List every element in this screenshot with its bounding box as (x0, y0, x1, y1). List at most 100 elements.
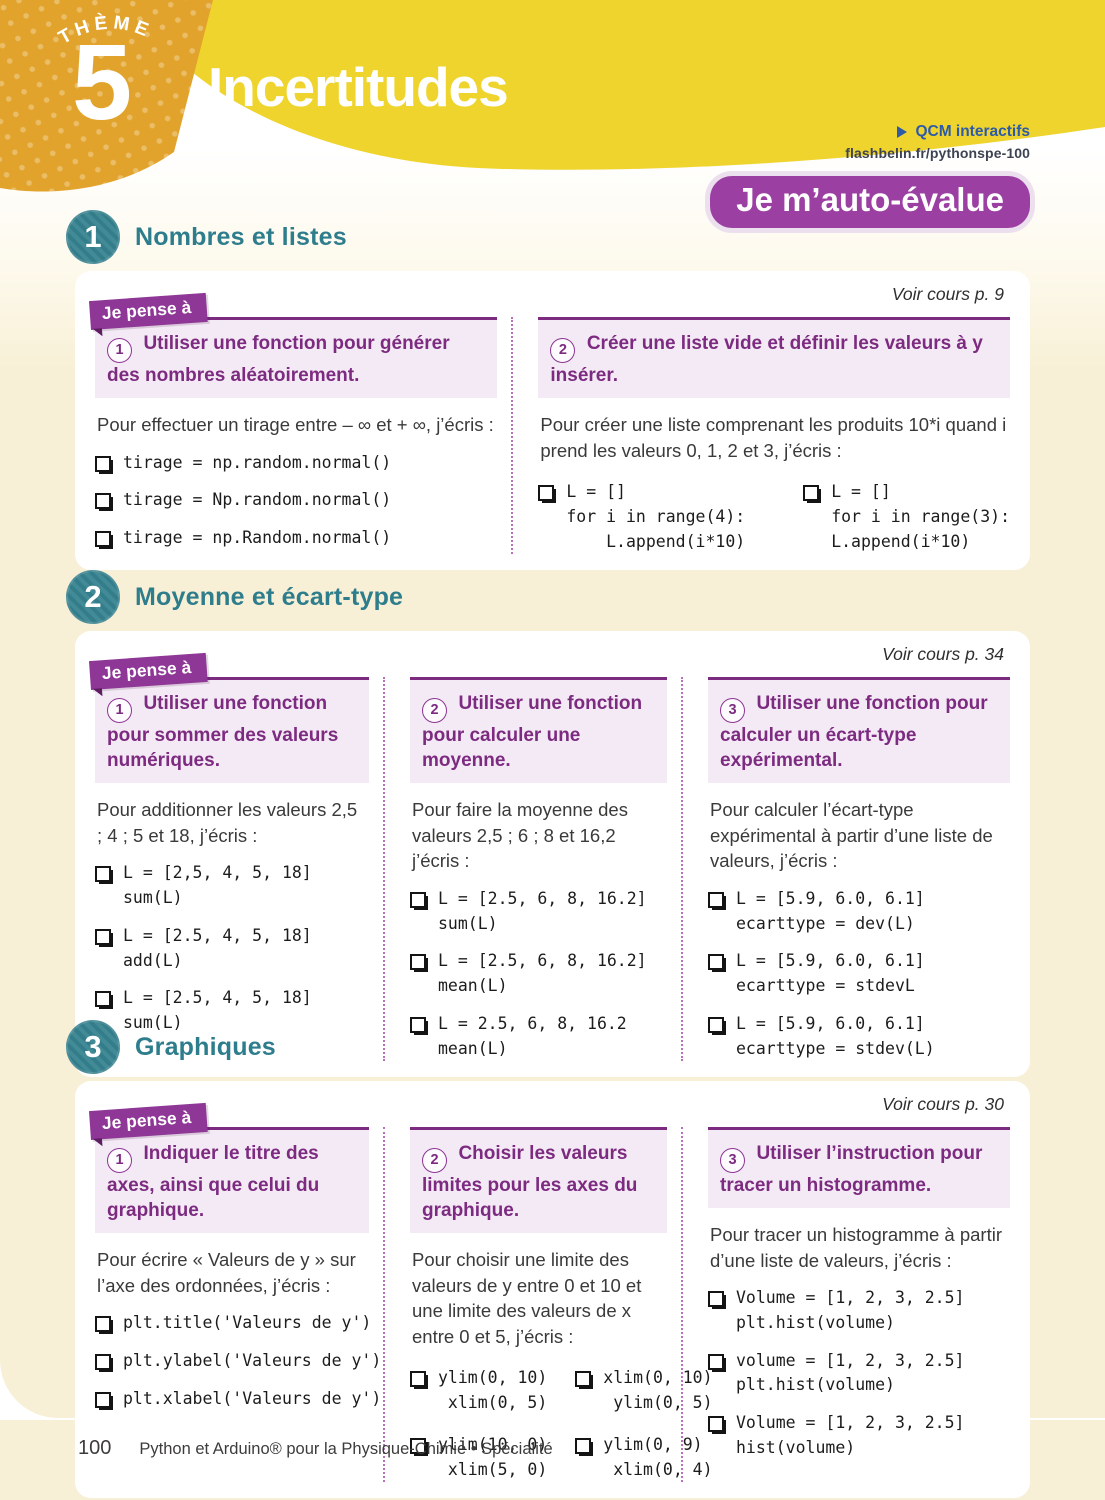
code-option: volume = [1, 2, 3, 2.5] plt.hist(volume) (736, 1350, 965, 1395)
answer-option: L = [] for i in range(3): L.append(i*10) (803, 480, 1010, 554)
code-option: tirage = np.random.normal() (123, 452, 392, 472)
code-option: Volume = [1, 2, 3, 2.5] plt.hist(volume) (736, 1288, 965, 1332)
checkbox-icon[interactable] (803, 485, 820, 502)
checkbox-icon[interactable] (95, 928, 111, 945)
checkbox-icon[interactable] (95, 1354, 111, 1370)
item-number: 2 (430, 702, 439, 718)
yellow-swoosh (150, 0, 1105, 170)
checkbox-icon[interactable] (410, 954, 426, 971)
self-eval-button[interactable]: Je m’auto-évalue (710, 176, 1030, 228)
item-number-badge: 3 (720, 698, 745, 724)
options-grid: ylim(0, 10) xlim(0, 5) xlim(0, 10) ylim(… (410, 1353, 713, 1482)
item-number: 2 (558, 342, 567, 358)
checkbox-icon[interactable] (708, 1016, 724, 1033)
section-number: 2 (84, 579, 102, 614)
checkbox-icon[interactable] (410, 891, 426, 908)
section-number: 3 (84, 1029, 102, 1064)
checkbox-icon[interactable] (410, 1437, 426, 1454)
answer-option: volume = [1, 2, 3, 2.5] plt.hist(volume) (708, 1349, 1010, 1399)
answer-option: plt.title('Valeurs de y') (95, 1311, 371, 1336)
item-title: Utiliser une fonction pour calculer un é… (720, 693, 988, 772)
item-number-badge: 2 (550, 338, 576, 364)
voir-cours-ref: Voir cours p. 34 (882, 644, 1004, 664)
item-number-badge: 1 (107, 698, 132, 724)
section-number-badge: 3 (66, 1020, 120, 1074)
quiz-item: 3 Utiliser l’instruction pour tracer un … (681, 1127, 1010, 1483)
checkbox-icon[interactable] (95, 1316, 111, 1333)
question-text: Pour créer une liste comprenant les prod… (540, 414, 1007, 461)
page-number: 100 (78, 1437, 112, 1459)
item-title-box: 3 Utiliser une fonction pour calculer un… (708, 677, 1010, 784)
section-header: 2 Moyenne et écart-type (66, 570, 1105, 624)
quiz-item: 1 Utiliser une fonction pour sommer des … (95, 677, 383, 1061)
answer-option: L = [2.5, 6, 8, 16.2] mean(L) (410, 949, 667, 999)
qcm-interactive-link[interactable]: QCM interactifs (845, 123, 1030, 141)
section-number-badge: 1 (66, 210, 120, 264)
book-title: Python et Arduino® pour la Physique-Chim… (139, 1440, 553, 1458)
checkbox-icon[interactable] (95, 991, 111, 1008)
play-arrow-icon (897, 126, 908, 138)
item-title-box: 2 Utiliser une fonction pour calculer un… (410, 677, 667, 784)
section-card: Je pense à Voir cours p. 34 1 Utiliser u… (75, 631, 1030, 1078)
checkbox-icon[interactable] (95, 531, 111, 548)
section-title: Nombres et listes (135, 222, 347, 251)
checkbox-icon[interactable] (95, 1391, 111, 1408)
answer-option: ylim(0, 9) xlim(0, 4) (575, 1433, 713, 1483)
checkbox-icon[interactable] (410, 1371, 426, 1388)
qcm-url[interactable]: flashbelin.fr/pythonspe-100 (845, 145, 1030, 161)
checkbox-icon[interactable] (708, 1416, 724, 1433)
item-title: Utiliser une fonction pour générer des n… (107, 333, 450, 387)
checkbox-icon[interactable] (538, 485, 555, 502)
answer-option: L = [] for i in range(4): L.append(i*10) (538, 480, 745, 554)
item-number: 1 (115, 1152, 124, 1168)
header-banner: THÈME 5 Incertitudes (0, 0, 1105, 210)
checkbox-icon[interactable] (575, 1437, 592, 1454)
section-nombres-et-listes: 1 Nombres et listes Je pense à Voir cour… (0, 210, 1105, 571)
item-number-badge: 3 (720, 1148, 745, 1174)
code-option: L = 2.5, 6, 8, 16.2 mean(L) (438, 1013, 627, 1058)
item-number: 2 (430, 1152, 439, 1168)
code-option: L = [5.9, 6.0, 6.1] ecarttype = dev(L) (736, 888, 925, 933)
checkbox-icon[interactable] (708, 891, 724, 908)
checkbox-icon[interactable] (95, 455, 111, 472)
answer-option: L = [5.9, 6.0, 6.1] ecarttype = stdev(L) (708, 1012, 1010, 1062)
section-title: Graphiques (135, 1032, 276, 1061)
theme-number: 5 (72, 21, 132, 142)
section-header: 1 Nombres et listes (66, 210, 1105, 264)
checkbox-icon[interactable] (708, 1353, 724, 1370)
qcm-block: QCM interactifs flashbelin.fr/pythonspe-… (845, 123, 1030, 161)
checkbox-icon[interactable] (95, 866, 111, 883)
item-title-box: 2 Créer une liste vide et définir les va… (538, 317, 1010, 399)
answer-option: ylim(0, 10) xlim(0, 5) (410, 1366, 547, 1416)
quiz-item: 3 Utiliser une fonction pour calculer un… (681, 677, 1010, 1062)
checkbox-icon[interactable] (708, 954, 724, 971)
code-option: L = [] for i in range(4): L.append(i*10) (566, 482, 746, 551)
ribbon-label: Je pense à (101, 296, 192, 324)
answer-option: xlim(0, 10) ylim(0, 5) (575, 1366, 713, 1416)
page-footer: 100 Python et Arduino® pour la Physique-… (78, 1437, 553, 1460)
code-option: Volume = [1, 2, 3, 2.5] hist(volume) (736, 1413, 965, 1457)
checkbox-icon[interactable] (575, 1371, 592, 1388)
item-number-badge: 1 (107, 1148, 132, 1174)
checkbox-icon[interactable] (95, 493, 111, 510)
answer-option: tirage = np.random.normal() (95, 451, 497, 476)
answer-option: L = [2.5, 6, 8, 16.2] sum(L) (410, 887, 667, 937)
section-card: Je pense à Voir cours p. 30 1 Indiquer l… (75, 1081, 1030, 1499)
code-option: L = [2.5, 4, 5, 18] sum(L) (123, 988, 312, 1032)
quiz-item: 1 Indiquer le titre des axes, ainsi que … (95, 1127, 383, 1482)
answer-option: L = [2,5, 4, 5, 18] sum(L) (95, 861, 369, 911)
section-moyenne-et-ecart-type: 2 Moyenne et écart-type Je pense à Voir … (0, 570, 1105, 1078)
item-title-box: 1 Indiquer le titre des axes, ainsi que … (95, 1127, 369, 1234)
answer-option: Volume = [1, 2, 3, 2.5] hist(volume) (708, 1411, 1010, 1461)
item-title-box: 1 Utiliser une fonction pour sommer des … (95, 677, 369, 784)
answer-option: plt.ylabel('Valeurs de y') (95, 1349, 381, 1374)
item-number-badge: 2 (422, 698, 447, 724)
code-option: L = [] for i in range(3): L.append(i*10) (831, 482, 1010, 551)
item-number-badge: 2 (422, 1148, 447, 1174)
question-text: Pour tracer un histogramme à partir d’un… (710, 1224, 1003, 1271)
checkbox-icon[interactable] (708, 1291, 724, 1308)
checkbox-icon[interactable] (410, 1016, 426, 1033)
code-option: L = [5.9, 6.0, 6.1] ecarttype = stdev(L) (736, 1013, 935, 1058)
question-text: Pour écrire « Valeurs de y » sur l’axe d… (97, 1249, 356, 1296)
code-option: L = [2.5, 6, 8, 16.2] mean(L) (438, 951, 647, 996)
